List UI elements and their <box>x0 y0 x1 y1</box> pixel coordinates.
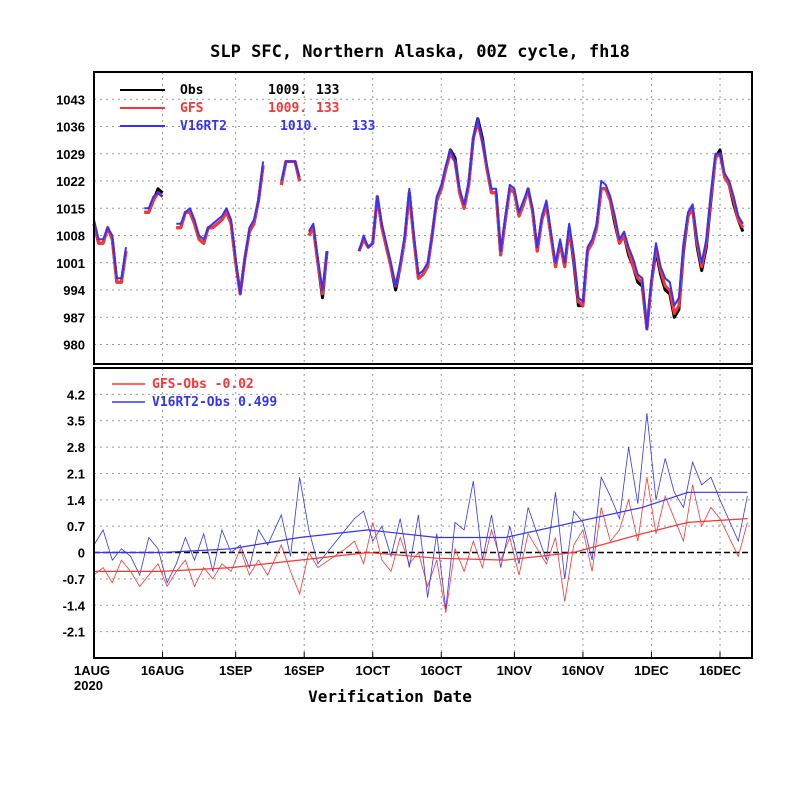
series-line-v16rt2 <box>144 191 164 210</box>
legend-count-obs: 133 <box>316 83 339 98</box>
bottom-y-tick-label: 0.7 <box>67 519 85 534</box>
x-tick-label-year: 2020 <box>74 678 103 693</box>
legend-count-v16rt2: 133 <box>352 119 375 134</box>
bottom-y-tick-label: 0 <box>78 546 85 561</box>
legend-name-gfs-obs: GFS-Obs -0.02 <box>152 377 254 392</box>
top-panel-frame <box>93 71 753 365</box>
legend-mean-obs: 1009. <box>268 83 307 98</box>
series-line-v16rt2 <box>280 160 301 182</box>
x-tick-label: 16SEP <box>284 663 325 678</box>
bottom-y-tick-label: -0.7 <box>63 572 85 587</box>
bottom-y-ticks: 4.2 3.5 2.8 2.1 1.4 0.7 0 -0.7 -1.4 -2.1 <box>63 387 86 639</box>
top-y-tick-label: 1029 <box>56 147 85 162</box>
bottom-series <box>93 413 752 613</box>
x-tick-label: 16AUG <box>141 663 184 678</box>
top-y-tick-label: 1022 <box>56 174 85 189</box>
top-y-tick-label: 1043 <box>56 92 85 107</box>
x-tick-label: 16OCT <box>420 663 462 678</box>
bottom-y-tick-label: 2.1 <box>67 466 85 481</box>
bottom-y-tick-label: -1.4 <box>63 598 86 613</box>
legend-mean-v16rt2: 1010. <box>280 119 319 134</box>
series-line-v16rt2 <box>93 219 127 280</box>
top-y-tick-label: 1015 <box>56 201 85 216</box>
bottom-y-tick-label: 3.5 <box>67 414 85 429</box>
bottom-panel-frame <box>93 367 753 659</box>
legends: Obs 1009. 133 GFS 1009. 133 V16RT2 1010. 133 GFS-… <box>112 83 375 410</box>
x-tick-label: 1SEP <box>219 663 253 678</box>
daily-line-gfs-obs <box>93 477 748 613</box>
top-y-tick-label: 1008 <box>56 229 85 244</box>
legend-mean-gfs: 1009. <box>268 101 307 116</box>
x-tick-label: 16NOV <box>562 663 605 678</box>
top-series <box>92 117 745 331</box>
chart-title: SLP SFC, Northern Alaska, 00Z cycle, fh1… <box>210 42 630 62</box>
series-line-v16rt2 <box>358 117 744 330</box>
daily-line-v16rt2-obs <box>93 413 748 610</box>
x-axis-label: Verification Date <box>308 687 472 706</box>
top-y-tick-label: 980 <box>63 338 85 353</box>
top-gridlines <box>94 72 752 364</box>
legend-name-obs: Obs <box>180 83 203 98</box>
legend-count-gfs: 133 <box>316 101 339 116</box>
series-line-v16rt2 <box>307 222 328 291</box>
x-tick-label: 1NOV <box>497 663 533 678</box>
bottom-y-tick-label: 4.2 <box>67 387 85 402</box>
bottom-y-tick-label: 1.4 <box>67 493 86 508</box>
x-tick-label: 1AUG <box>74 663 110 678</box>
x-tick-label: 16DEC <box>699 663 742 678</box>
top-y-tick-label: 994 <box>63 283 85 298</box>
bottom-gridlines <box>94 368 752 658</box>
top-y-tick-label: 1001 <box>56 256 85 271</box>
legend-name-v16rt2-obs: V16RT2-Obs 0.499 <box>152 395 277 410</box>
mean-line-gfs-obs <box>94 518 748 573</box>
bottom-y-tick-label: -2.1 <box>63 625 85 640</box>
x-tick-label: 1OCT <box>355 663 390 678</box>
legend-name-v16rt2: V16RT2 <box>180 119 227 134</box>
mean-line-v16rt2-obs <box>94 491 748 554</box>
series-line-v16rt2 <box>176 161 265 295</box>
x-tick-label: 1DEC <box>634 663 669 678</box>
top-y-tick-label: 1036 <box>56 120 85 135</box>
top-y-ticks: 1043 1036 1029 1022 1015 1008 1001 994 987 980 <box>56 92 86 352</box>
top-y-tick-label: 987 <box>63 310 85 325</box>
legend-name-gfs: GFS <box>180 101 204 116</box>
bottom-y-tick-label: 2.8 <box>67 440 85 455</box>
